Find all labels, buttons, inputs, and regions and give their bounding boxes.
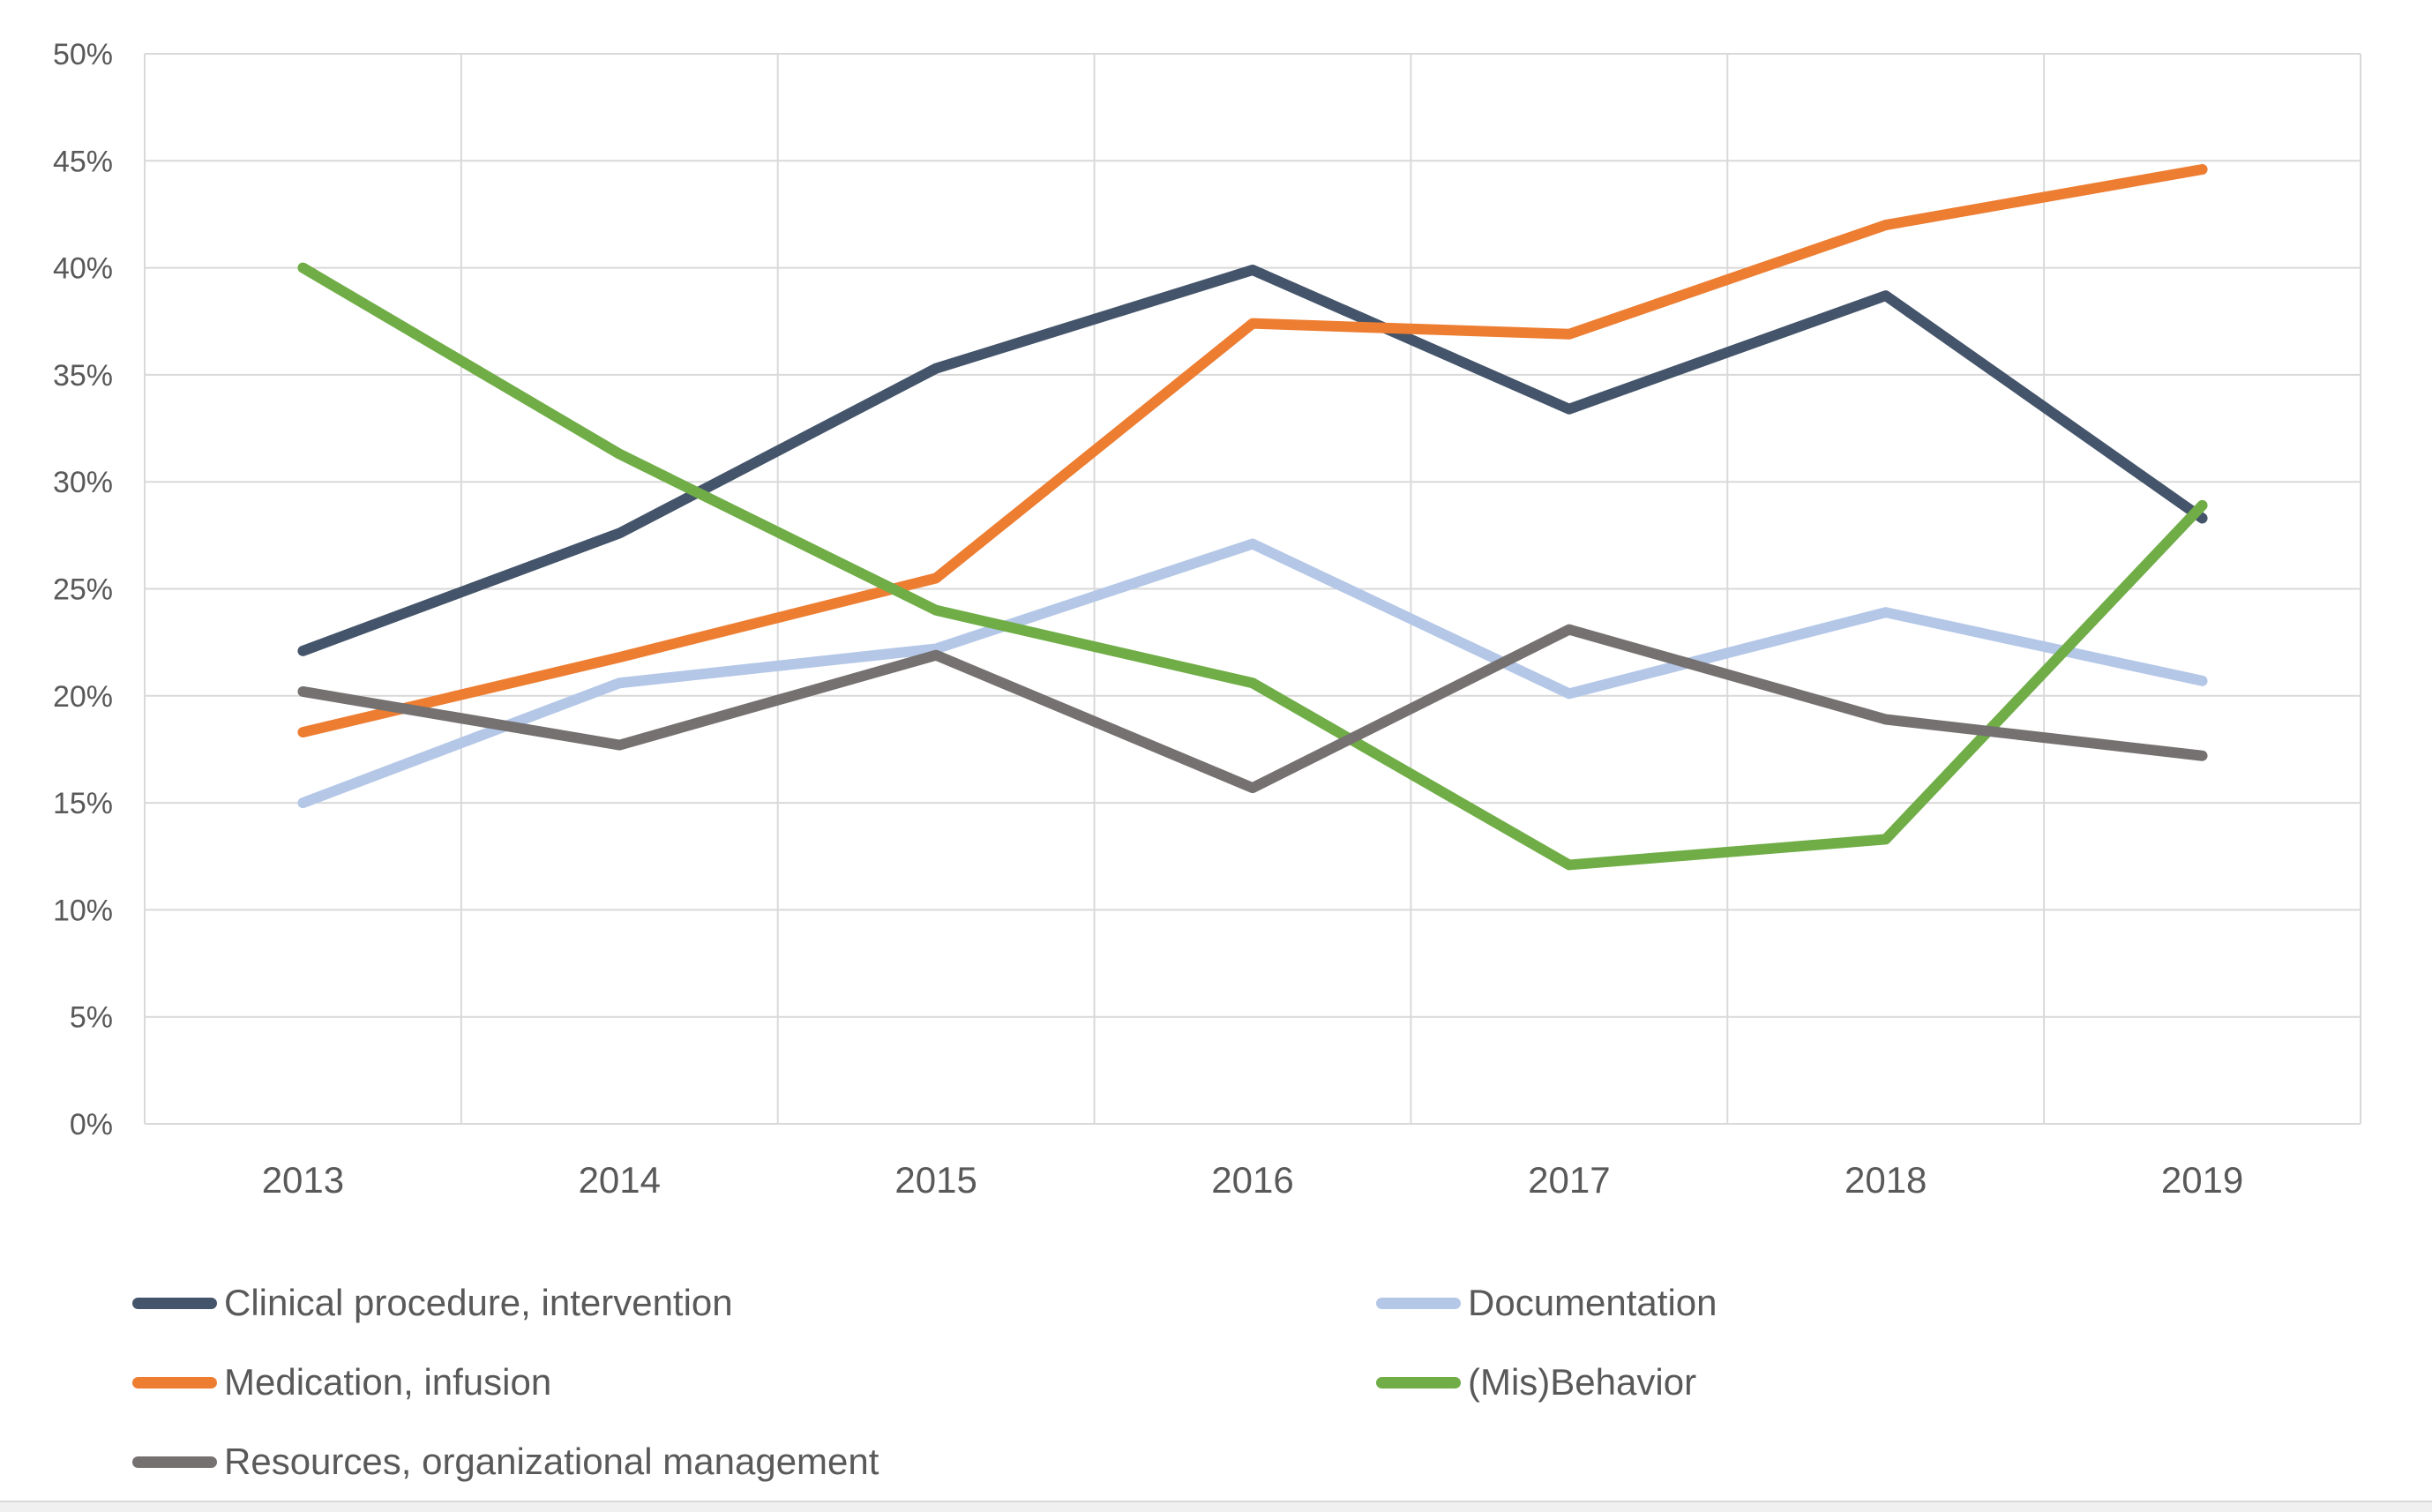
x-tick-label-2013: 2013 [262, 1159, 344, 1201]
y-tick-label-0%: 0% [70, 1108, 113, 1141]
x-tick-label-2018: 2018 [1845, 1159, 1927, 1201]
legend-label-misbehavior: (Mis)Behavior [1468, 1361, 1697, 1403]
y-tick-label-5%: 5% [70, 1001, 113, 1035]
legend-label-documentation: Documentation [1468, 1282, 1717, 1323]
legend-item-misbehavior: (Mis)Behavior [1376, 1351, 1696, 1413]
series-line-clinical-procedure-intervention [297, 265, 2208, 656]
legend-item-resources-management: Resources, organizational management [132, 1431, 879, 1493]
legend-item-clinical-procedure: Clinical procedure, intervention [132, 1272, 733, 1334]
legend-swatch-medication-infusion [132, 1376, 217, 1388]
series-line-mis-behavior [297, 262, 2208, 871]
series-line-resources-organizational-management [297, 624, 2208, 794]
y-tick-label-40%: 40% [53, 252, 113, 286]
y-tick-label-35%: 35% [53, 359, 113, 393]
y-tick-label-15%: 15% [53, 787, 113, 820]
legend-swatch-clinical-procedure [132, 1297, 217, 1309]
y-tick-label-20%: 20% [53, 680, 113, 714]
y-axis-labels: 0% 5% 10% 15% 20% 25% 30% 35% 40% 45% 50% [53, 38, 113, 1141]
legend-label-medication-infusion: Medication, infusion [224, 1361, 552, 1403]
legend-swatch-misbehavior [1376, 1376, 1461, 1388]
legend-item-documentation: Documentation [1376, 1272, 1717, 1334]
x-tick-label-2014: 2014 [579, 1159, 661, 1201]
x-axis-labels: 2013 2014 2015 2016 2017 2018 2019 [262, 1159, 2244, 1201]
series-lines [297, 164, 2208, 871]
legend-swatch-documentation [1376, 1297, 1461, 1309]
y-tick-label-25%: 25% [53, 573, 113, 607]
series-line-documentation [297, 538, 2208, 809]
y-tick-label-50%: 50% [53, 38, 113, 71]
series-line-medication-infusion [297, 164, 2208, 738]
y-tick-label-45%: 45% [53, 145, 113, 178]
legend-swatch-resources-management [132, 1456, 217, 1468]
legend-label-clinical-procedure: Clinical procedure, intervention [224, 1282, 733, 1323]
x-tick-label-2015: 2015 [894, 1159, 977, 1201]
y-tick-label-10%: 10% [53, 894, 113, 927]
x-tick-label-2016: 2016 [1211, 1159, 1293, 1201]
legend-label-resources-management: Resources, organizational management [224, 1441, 879, 1482]
bottom-window-edge [0, 1501, 2432, 1512]
y-tick-label-30%: 30% [53, 466, 113, 499]
legend-item-medication-infusion: Medication, infusion [132, 1351, 551, 1413]
x-tick-label-2017: 2017 [1528, 1159, 1610, 1201]
x-tick-label-2019: 2019 [2161, 1159, 2243, 1201]
